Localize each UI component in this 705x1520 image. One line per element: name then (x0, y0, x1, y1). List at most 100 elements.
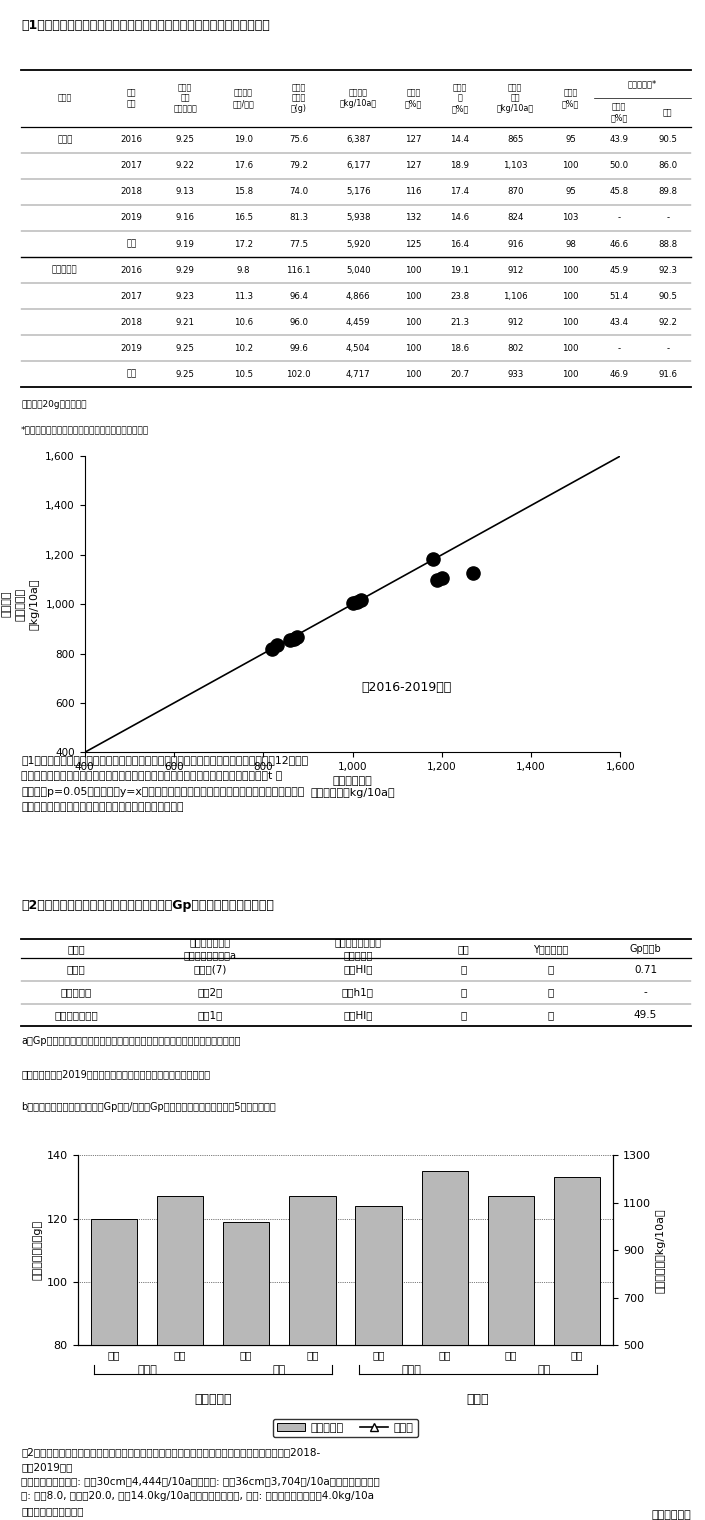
Text: 116: 116 (405, 187, 422, 196)
Text: 疫病: 疫病 (458, 944, 470, 953)
Bar (422, 1170, 468, 1520)
Text: 90.5: 90.5 (658, 292, 678, 301)
Text: でん粉品質*: でん粉品質* (627, 79, 657, 88)
Text: マニュアル」　2019年　農研機構北海道農業研究センターに基づく: マニュアル」 2019年 農研機構北海道農業研究センターに基づく (21, 1069, 210, 1079)
Text: 2019: 2019 (121, 213, 142, 222)
Text: -: - (644, 988, 647, 997)
Text: 4,717: 4,717 (346, 369, 371, 378)
Text: 試験
年次: 試験 年次 (127, 88, 137, 108)
Text: 品種名: 品種名 (67, 944, 85, 953)
Text: 6,177: 6,177 (346, 161, 371, 170)
Text: 75.6: 75.6 (289, 135, 308, 144)
Text: 127: 127 (405, 161, 422, 170)
Text: 88.8: 88.8 (658, 240, 678, 248)
Text: 100: 100 (563, 318, 579, 327)
Text: 上いも数
（個/株）: 上いも数 （個/株） (233, 88, 254, 108)
Text: 100: 100 (405, 369, 422, 378)
Text: 4,459: 4,459 (346, 318, 371, 327)
Text: 100: 100 (563, 161, 579, 170)
Text: 127: 127 (405, 135, 422, 144)
Text: 116.1: 116.1 (286, 266, 311, 275)
Text: 46.9: 46.9 (610, 369, 629, 378)
Text: -: - (666, 344, 669, 353)
Text: 18.9: 18.9 (450, 161, 470, 170)
Text: 870: 870 (507, 187, 524, 196)
Text: 5,920: 5,920 (346, 240, 371, 248)
Text: 14.6: 14.6 (450, 213, 470, 222)
Text: Yモザイク病: Yモザイク病 (533, 944, 568, 953)
Text: 50.0: 50.0 (610, 161, 629, 170)
Text: 17.6: 17.6 (233, 161, 253, 170)
Text: 強: 強 (461, 965, 467, 974)
Text: 標準比
（%）: 標準比 （%） (562, 88, 579, 108)
Text: （2016-2019年）: （2016-2019年） (361, 681, 451, 693)
Text: 9.22: 9.22 (176, 161, 195, 170)
Text: Gp増減b: Gp増減b (630, 944, 661, 953)
Text: 912: 912 (507, 266, 523, 275)
Text: コナフブキ: コナフブキ (195, 1392, 232, 1406)
Text: 10.5: 10.5 (233, 369, 253, 378)
Text: 離水率
（%）: 離水率 （%） (611, 103, 627, 122)
Text: フリア: フリア (67, 965, 85, 974)
Text: 100: 100 (563, 266, 579, 275)
Text: 100: 100 (405, 292, 422, 301)
Text: でん粉
価
（%）: でん粉 価 （%） (451, 84, 469, 112)
Text: 強: 強 (548, 1009, 554, 1020)
Text: 92.2: 92.2 (658, 318, 678, 327)
Text: 49.5: 49.5 (634, 1009, 657, 1020)
Text: 15.8: 15.8 (233, 187, 253, 196)
Text: 81.3: 81.3 (289, 213, 308, 222)
Point (266, 637, 278, 661)
Text: 20.7: 20.7 (450, 369, 470, 378)
Text: 5,938: 5,938 (346, 213, 371, 222)
Bar (223, 1222, 269, 1520)
Text: 0.71: 0.71 (634, 965, 657, 974)
Text: 5,040: 5,040 (346, 266, 371, 275)
Point (289, 626, 300, 651)
Point (284, 628, 295, 652)
Text: 有（HI）: 有（HI） (343, 965, 373, 974)
Text: 弱: 弱 (461, 1009, 467, 1020)
Text: 強: 強 (548, 988, 554, 997)
Text: でん粉
収量
（kg/10a）: でん粉 収量 （kg/10a） (496, 84, 534, 112)
Point (467, 561, 479, 585)
Text: -: - (618, 213, 620, 222)
Text: 9.25: 9.25 (176, 369, 195, 378)
Text: 標準植: 標準植 (137, 1365, 157, 1374)
Text: 疎植: 疎植 (273, 1365, 286, 1374)
Text: パールスターチ: パールスターチ (54, 1009, 98, 1020)
Text: 9.25: 9.25 (176, 135, 195, 144)
Text: 上いも重
（kg/10a）: 上いも重 （kg/10a） (340, 88, 376, 108)
Text: 102.0: 102.0 (286, 369, 311, 378)
Text: 図2　北見農試における施肥量および栽植密度に対する上いも平均重およびでん粉収量の反応（2018-
　　2019年）
栽植密度は、標準植: 株間30cm（4,44: 図2 北見農試における施肥量および栽植密度に対する上いも平均重およびでん粉収量の… (21, 1447, 380, 1517)
Text: 10.2: 10.2 (233, 344, 253, 353)
X-axis label: コナフブキの
でん粉収量（kg/10a）: コナフブキの でん粉収量（kg/10a） (310, 777, 395, 798)
Text: 上いもは20g以上の塊茎: 上いもは20g以上の塊茎 (21, 400, 87, 409)
Text: 14.4: 14.4 (450, 135, 470, 144)
Bar (91, 1219, 137, 1520)
Text: 865: 865 (507, 135, 524, 144)
Text: 16.5: 16.5 (233, 213, 253, 222)
Text: 99.6: 99.6 (289, 344, 308, 353)
Bar (488, 1196, 534, 1520)
Text: 4,866: 4,866 (346, 292, 371, 301)
Bar (554, 1178, 600, 1520)
Text: 92.3: 92.3 (658, 266, 678, 275)
Point (291, 625, 302, 649)
Text: 2016: 2016 (121, 266, 142, 275)
Text: *でん粉品質は北見農試産の塊茎を用いて測定した。: *でん粉品質は北見農試産の塊茎を用いて測定した。 (21, 426, 149, 433)
Text: 100: 100 (563, 369, 579, 378)
Text: 86.0: 86.0 (658, 161, 678, 170)
Text: 45.9: 45.9 (610, 266, 629, 275)
Text: 6,387: 6,387 (346, 135, 371, 144)
Text: （浅野賢治）: （浅野賢治） (651, 1509, 691, 1520)
Text: 45.8: 45.8 (610, 187, 629, 196)
Text: 図1　各試験地における「フリア」と「コナフブキ」のでん粉収量比較。延べ試験地数12箇所。
　　「フリア」と「コナフブキ」のでん粉収量の全試験地の平均値に有意差は: 図1 各試験地における「フリア」と「コナフブキ」のでん粉収量比較。延べ試験地数1… (21, 755, 308, 812)
Text: 46.6: 46.6 (610, 240, 629, 248)
Text: 2017: 2017 (121, 292, 142, 301)
Text: 1,106: 1,106 (503, 292, 527, 301)
Text: 2019: 2019 (121, 344, 142, 353)
Text: 96.0: 96.0 (289, 318, 308, 327)
Text: 91.6: 91.6 (658, 369, 678, 378)
Text: 9.29: 9.29 (176, 266, 195, 275)
